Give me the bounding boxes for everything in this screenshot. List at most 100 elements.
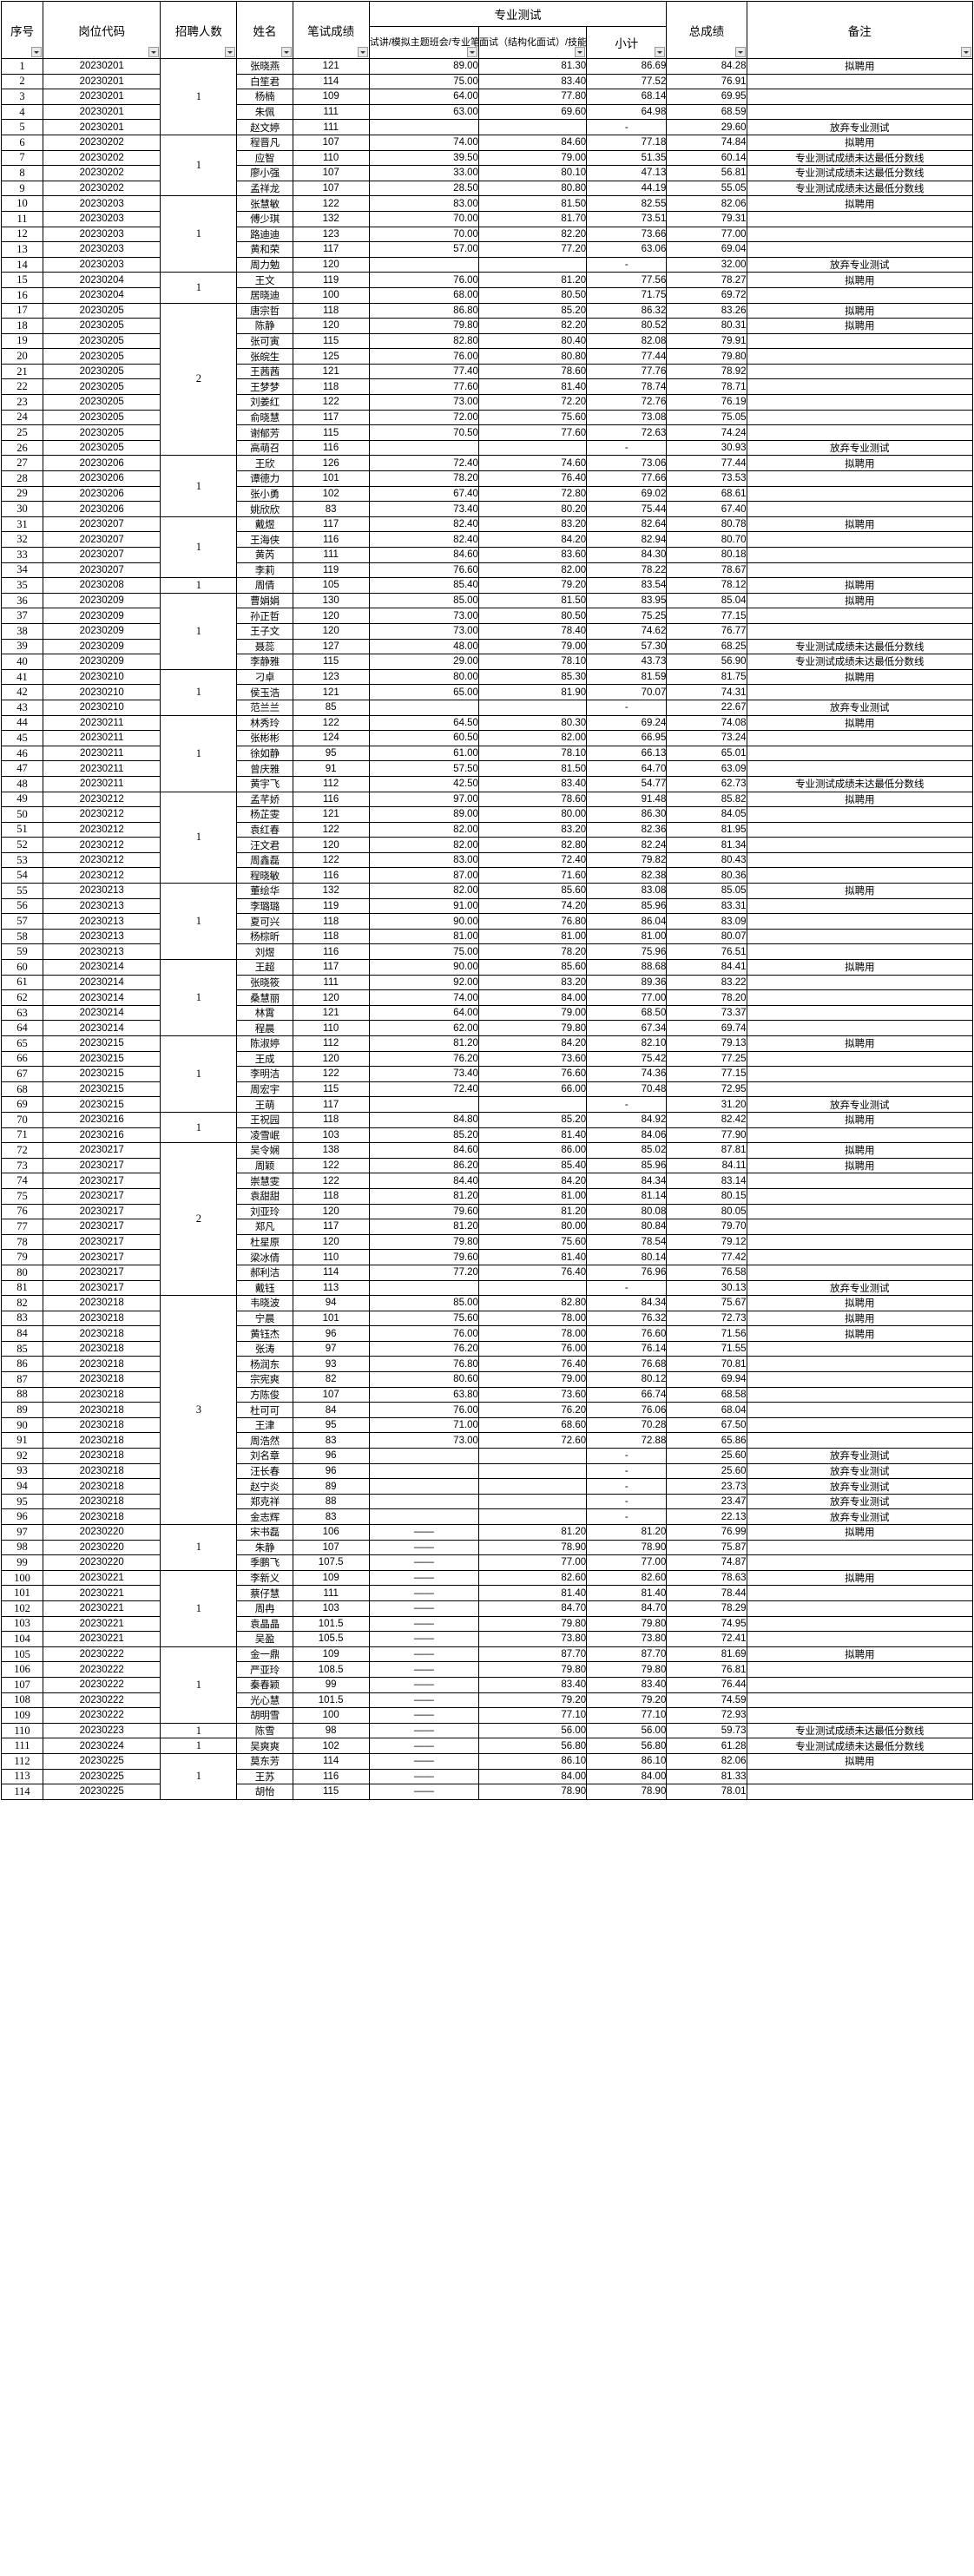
table-row[interactable]: 41 20230210 1 刁卓 123 80.00 85.30 81.59 81.75 拟聘用 — [0, 668, 973, 716]
table-row[interactable]: 33 20230207 黄芮 111 84.60 83.60 84.30 80.18 — [0, 547, 973, 563]
table-row[interactable]: 37 20230209 孙正哲 120 73.00 80.50 75.25 77.15 — [0, 608, 973, 624]
table-row[interactable]: 19 20230205 张可寅 115 82.80 80.40 82.08 79.91 — [0, 332, 973, 350]
table-row[interactable]: 112 20230225 1 莫东芳 114 —— 86.10 86.10 82.06 拟聘用 — [0, 1752, 973, 1800]
table-row[interactable]: 40 20230209 李静雅 115 29.00 78.10 43.73 56.90 专业测试… — [0, 654, 973, 670]
table-row[interactable]: 81 20230217 戴钰 113 -30.13 放弃专业测试 — [0, 1279, 973, 1297]
table-row[interactable]: 29 20230206 张小勇 102 67.40 72.80 69.02 68.61 — [0, 485, 973, 503]
table-row[interactable]: 93 20230218 汪长春 96 -25.60 放弃专业测试 — [0, 1462, 973, 1480]
table-row[interactable]: 26 20230205 高萌召 116 -30.93 放弃专业测试 — [0, 439, 973, 457]
table-row[interactable]: 22 20230205 王梦梦 118 77.60 81.40 78.74 78.71 — [0, 378, 973, 396]
table-row[interactable]: 91 20230218 周浩然 83 73.00 72.60 72.88 65.86 — [0, 1432, 973, 1449]
table-row[interactable]: 82 20230218 3 韦晓波 94 85.00 82.80 84.34 75.67 拟聘用 — [0, 1295, 973, 1525]
table-row[interactable]: 95 20230218 郑克祥 88 -23.47 放弃专业测试 — [0, 1493, 973, 1510]
table-row[interactable]: 28 20230206 谭德力 101 78.20 76.40 77.66 73.53 — [0, 470, 973, 487]
table-row[interactable]: 39 20230209 聂蕊 127 48.00 79.00 57.30 68.25 专业测试成… — [0, 638, 973, 655]
filter-dropdown-icon[interactable] — [225, 47, 236, 57]
table-row[interactable]: 23 20230205 刘姜红 122 73.00 72.20 72.76 76.19 — [0, 394, 973, 411]
table-row[interactable]: 114 20230225 胡怡 115 —— 78.90 78.90 78.01 — [0, 1784, 973, 1800]
table-row[interactable]: 108 20230222 光心慧 101.5 —— 79.20 79.20 74.59 — [0, 1692, 973, 1709]
table-row[interactable]: 87 20230218 宗宪爽 82 80.60 79.00 80.12 69.94 — [0, 1371, 973, 1388]
table-row[interactable]: 3 20230201 杨楠 109 64.00 77.80 68.14 69.95 — [0, 89, 973, 105]
table-row[interactable]: 5 20230201 赵文婷 111 -29.60 放弃专业测试 — [0, 119, 973, 135]
table-row[interactable]: 113 20230225 王苏 116 —— 84.00 84.00 81.33 — [0, 1768, 973, 1785]
table-row[interactable]: 63 20230214 林霄 121 64.00 79.00 68.50 73.37 — [0, 1004, 973, 1022]
table-row[interactable]: 38 20230209 王子文 120 73.00 78.40 74.62 76.77 — [0, 622, 973, 640]
table-row[interactable]: 30 20230206 姚欣欣 83 73.40 80.20 75.44 67.40 — [0, 501, 973, 517]
table-row[interactable]: 59 20230213 刘煜 116 75.00 78.20 75.96 76.51 — [0, 943, 973, 961]
table-row[interactable]: 73 20230217 周颖 122 86.20 85.40 85.96 84.11 拟聘用 — [0, 1157, 973, 1174]
table-row[interactable]: 12 20230203 路迪迪 123 70.00 82.20 73.66 77.00 — [0, 226, 973, 243]
table-row[interactable]: 100 20230221 1 李新义 109 —— 82.60 82.60 78.63 拟聘用 — [0, 1569, 973, 1647]
table-row[interactable]: 72 20230217 2 吴令娴 138 84.60 86.00 85.02 87.81 拟聘用 — [0, 1142, 973, 1297]
filter-dropdown-icon[interactable] — [466, 47, 477, 57]
table-row[interactable]: 54 20230212 程晓敏 116 87.00 71.60 82.38 80.36 — [0, 867, 973, 884]
table-row[interactable]: 32 20230207 王海侠 116 82.40 84.20 82.94 80.70 — [0, 531, 973, 548]
filter-dropdown-icon[interactable] — [280, 47, 292, 57]
table-row[interactable]: 109 20230222 胡明雪 100 —— 77.10 77.10 72.93 — [0, 1707, 973, 1724]
table-row[interactable]: 67 20230215 李明洁 122 73.40 76.60 74.36 77.15 — [0, 1066, 973, 1082]
filter-dropdown-icon[interactable] — [961, 47, 971, 57]
table-row[interactable]: 66 20230215 王成 120 76.20 73.60 75.42 77.25 — [0, 1050, 973, 1068]
table-row[interactable]: 84 20230218 黄钰杰 96 76.00 78.00 76.60 71.56 拟聘用 — [0, 1325, 973, 1342]
table-row[interactable]: 77 20230217 郑凡 117 81.20 80.00 80.84 79.70 — [0, 1219, 973, 1235]
table-row[interactable]: 103 20230221 袁晶晶 101.5 —— 79.80 79.80 74.95 — [0, 1615, 973, 1633]
table-row[interactable]: 89 20230218 杜可可 84 76.00 76.20 76.06 68.04 — [0, 1402, 973, 1418]
table-row[interactable]: 83 20230218 宁晨 101 75.60 78.00 76.32 72.73 拟聘用 — [0, 1310, 973, 1327]
table-row[interactable]: 98 20230220 朱静 107 —— 78.90 78.90 75.87 — [0, 1539, 973, 1556]
table-row[interactable]: 4 20230201 朱佩 111 63.00 69.60 64.98 68.59 — [0, 103, 973, 121]
table-row[interactable]: 14 20230203 周力勉 120 -32.00 放弃专业测试 — [0, 256, 973, 273]
table-row[interactable]: 86 20230218 杨润东 93 76.80 76.40 76.68 70.81 — [0, 1356, 973, 1373]
filter-dropdown-icon[interactable] — [357, 47, 368, 57]
table-row[interactable]: 70 20230216 1 王祝园 118 84.80 85.20 84.92 82.42 拟聘用 — [0, 1111, 973, 1144]
table-row[interactable]: 2 20230201 白笙君 114 75.00 83.40 77.52 76.91 — [0, 73, 973, 90]
table-row[interactable]: 88 20230218 方陈俊 107 63.80 73.60 66.74 68.58 — [0, 1386, 973, 1403]
table-row[interactable]: 48 20230211 黄宇飞 112 42.50 83.40 54.77 62.73 专业测试… — [0, 775, 973, 792]
table-row[interactable]: 25 20230205 谢郁芳 115 70.50 77.60 72.63 74.24 — [0, 424, 973, 441]
table-row[interactable]: 106 20230222 严亚玲 108.5 —— 79.80 79.80 76.81 — [0, 1661, 973, 1678]
table-row[interactable]: 36 20230209 1 曹娟娟 130 85.00 81.50 83.95 85.04 拟聘用 — [0, 592, 973, 670]
table-row[interactable]: 42 20230210 侯玉浩 121 65.00 81.90 70.07 74.31 — [0, 684, 973, 700]
table-row[interactable]: 50 20230212 杨芷雯 121 89.00 80.00 86.30 84.05 — [0, 806, 973, 823]
table-row[interactable]: 51 20230212 袁红春 122 82.00 83.20 82.36 81.95 — [0, 821, 973, 838]
table-row[interactable]: 71 20230216 凌雪岷 103 85.20 81.40 84.06 77.90 — [0, 1127, 973, 1144]
table-row[interactable]: 10 20230203 1 张慧敏 122 83.00 81.50 82.55 82.06 拟聘用 — [0, 195, 973, 273]
table-row[interactable]: 27 20230206 1 王欣 126 72.40 74.60 73.06 77.44 拟聘用 — [0, 455, 973, 517]
table-row[interactable]: 69 20230215 王萌 117 -31.20 放弃专业测试 — [0, 1096, 973, 1113]
table-row[interactable]: 96 20230218 金志辉 83 -22.13 放弃专业测试 — [0, 1508, 973, 1525]
table-row[interactable]: 9 20230202 孟祥龙 107 28.50 80.80 44.19 55.05 专业测试成… — [0, 180, 973, 197]
table-row[interactable]: 24 20230205 俞晓慧 117 72.00 75.60 73.08 75.05 — [0, 409, 973, 426]
table-row[interactable]: 57 20230213 夏可兴 118 90.00 76.80 86.04 83.09 — [0, 913, 973, 930]
table-row[interactable]: 105 20230222 1 金一鼎 109 —— 87.70 87.70 81.69 拟聘用 — [0, 1646, 973, 1724]
table-row[interactable]: 55 20230213 1 董绘华 132 82.00 85.60 83.08 85.05 拟聘用 — [0, 883, 973, 961]
table-row[interactable]: 101 20230221 蔡仔慧 111 —— 81.40 81.40 78.44 — [0, 1585, 973, 1601]
table-row[interactable]: 15 20230204 1 王文 119 76.00 81.20 77.56 78.27 拟聘用 — [0, 272, 973, 304]
filter-dropdown-icon[interactable] — [31, 47, 43, 57]
table-row[interactable]: 65 20230215 1 陈淑婷 112 81.20 84.20 82.10 79.13 拟聘用 — [0, 1035, 973, 1113]
table-row[interactable]: 21 20230205 王茜茜 121 77.40 78.60 77.76 78.92 — [0, 363, 973, 380]
table-row[interactable]: 47 20230211 曾庆雅 91 57.50 81.50 64.70 63.09 — [0, 760, 973, 777]
table-row[interactable]: 75 20230217 袁甜甜 118 81.20 81.00 81.14 80.15 — [0, 1187, 973, 1205]
table-row[interactable]: 102 20230221 周冉 103 —— 84.70 84.70 78.29 — [0, 1600, 973, 1617]
table-row[interactable]: 104 20230221 吴盈 105.5 —— 73.80 73.80 72.41 — [0, 1631, 973, 1647]
table-row[interactable]: 7 20230202 应智 110 39.50 79.00 51.35 60.14 专业测试成绩… — [0, 149, 973, 167]
table-row[interactable]: 43 20230210 范兰兰 85 -22.67 放弃专业测试 — [0, 699, 973, 716]
filter-dropdown-icon[interactable] — [148, 47, 160, 57]
table-row[interactable]: 44 20230211 1 林秀玲 122 64.50 80.30 69.24 74.08 拟聘用 — [0, 714, 973, 792]
table-row[interactable]: 52 20230212 汪文君 120 82.00 82.80 82.24 81.34 — [0, 837, 973, 853]
table-row[interactable]: 35 20230208 1 周倩 105 85.40 79.20 83.54 78.12 拟聘用 — [0, 577, 973, 594]
table-row[interactable]: 34 20230207 李莉 119 76.60 82.00 78.22 78.67 — [0, 562, 973, 579]
table-row[interactable]: 61 20230214 张晓筱 111 92.00 83.20 89.36 83.22 — [0, 974, 973, 991]
table-row[interactable]: 6 20230202 1 程晋凡 107 74.00 84.60 77.18 74.84 拟聘用 — [0, 134, 973, 197]
table-row[interactable]: 13 20230203 黄和荣 117 57.00 77.20 63.06 69.04 — [0, 241, 973, 258]
table-row[interactable]: 111 20230224 1 吴爽爽 102 —— 56.80 56.80 61.28 专业测试成… — [0, 1738, 973, 1754]
table-row[interactable]: 16 20230204 居晓迪 100 68.00 80.50 71.75 69.72 — [0, 286, 973, 304]
table-row[interactable]: 76 20230217 刘亚玲 120 79.60 81.20 80.08 80.05 — [0, 1203, 973, 1220]
table-row[interactable]: 18 20230205 陈静 120 79.80 82.20 80.52 80.31 拟聘用 — [0, 318, 973, 334]
table-row[interactable]: 85 20230218 张涛 97 76.20 76.00 76.14 71.55 — [0, 1340, 973, 1357]
table-row[interactable]: 80 20230217 郝利洁 114 77.20 76.40 76.96 76.58 — [0, 1264, 973, 1281]
table-row[interactable]: 97 20230220 1 宋书磊 106 —— 81.20 81.20 76.99 拟聘用 — [0, 1524, 973, 1571]
table-row[interactable]: 74 20230217 崇慧雯 122 84.40 84.20 84.34 83.14 — [0, 1173, 973, 1189]
table-row[interactable]: 79 20230217 梁冰倩 110 79.60 81.40 80.14 77.42 — [0, 1249, 973, 1265]
filter-dropdown-icon[interactable] — [575, 47, 586, 57]
table-row[interactable]: 94 20230218 赵宁炎 89 -23.73 放弃专业测试 — [0, 1478, 973, 1495]
